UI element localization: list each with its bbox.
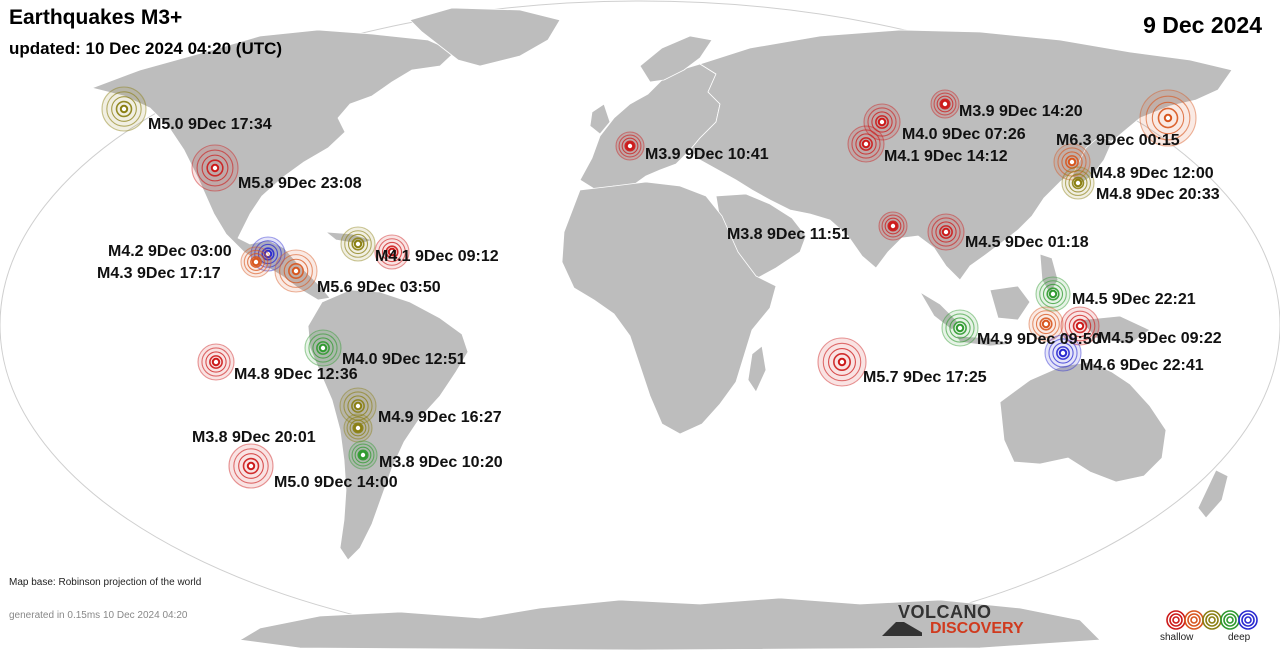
greenland-land <box>409 7 561 67</box>
depth-legend-rings <box>1166 610 1258 630</box>
legend-deep-label: deep <box>1228 632 1251 643</box>
legend-ring <box>1226 616 1234 624</box>
logo-text-volcano: VOLCANO <box>898 602 992 622</box>
quake-marker[interactable] <box>340 226 376 262</box>
quake-marker[interactable] <box>930 89 960 119</box>
quake-label: M5.7 9Dec 17:25 <box>863 369 987 386</box>
quake-label: M4.9 9Dec 09:50 <box>977 331 1101 348</box>
landmasses <box>91 7 1233 650</box>
legend-ring <box>1190 616 1198 624</box>
quake-marker[interactable] <box>343 413 373 443</box>
quake-marker[interactable] <box>197 343 235 381</box>
quake-label: M4.5 9Dec 22:21 <box>1072 291 1196 308</box>
updated-timestamp: updated: 10 Dec 2024 04:20 (UTC) <box>9 39 283 58</box>
quake-marker[interactable] <box>1028 306 1064 342</box>
quake-label: M4.9 9Dec 16:27 <box>378 409 502 426</box>
legend-ring <box>1205 613 1219 627</box>
quake-marker[interactable] <box>348 440 378 470</box>
quake-label: M4.5 9Dec 09:22 <box>1098 330 1222 347</box>
quake-label: M4.8 9Dec 12:36 <box>234 366 358 383</box>
quake-label: M4.8 9Dec 20:33 <box>1096 186 1220 203</box>
legend-ring <box>1172 616 1180 624</box>
quake-marker[interactable] <box>615 131 645 161</box>
earthquake-markers <box>101 86 1197 489</box>
logo-text-discovery: DISCOVERY <box>930 620 1024 637</box>
new-zealand-land <box>1197 469 1229 519</box>
quake-label: M4.0 9Dec 12:51 <box>342 351 466 368</box>
quake-marker[interactable] <box>274 249 318 293</box>
quake-marker[interactable] <box>101 86 147 132</box>
quake-label: M4.1 9Dec 09:12 <box>375 248 499 265</box>
quake-label: M4.3 9Dec 17:17 <box>97 265 221 282</box>
borneo-land <box>989 285 1031 321</box>
asia-land <box>689 29 1233 281</box>
quake-label: M3.8 9Dec 11:51 <box>727 226 850 243</box>
quake-label: M4.5 9Dec 01:18 <box>965 234 1089 251</box>
map-title: Earthquakes M3+ <box>9 6 183 29</box>
quake-marker[interactable] <box>878 211 908 241</box>
quake-label: M3.9 9Dec 10:41 <box>645 146 769 163</box>
quake-marker[interactable] <box>374 234 410 270</box>
legend-ring <box>1244 616 1252 624</box>
volcano-discovery-logo[interactable]: VOLCANO DISCOVERY <box>882 602 1032 642</box>
quake-marker[interactable] <box>228 443 274 489</box>
quake-marker[interactable] <box>817 337 867 387</box>
quake-marker[interactable] <box>191 144 239 192</box>
quake-label: M4.6 9Dec 22:41 <box>1080 357 1204 374</box>
quake-marker[interactable] <box>941 309 979 347</box>
quake-marker[interactable] <box>863 103 901 141</box>
quake-marker[interactable] <box>927 213 965 251</box>
quake-marker[interactable] <box>1044 334 1082 372</box>
quake-marker[interactable] <box>1139 89 1197 147</box>
quake-label: M4.0 9Dec 07:26 <box>902 126 1026 143</box>
quake-label: M3.8 9Dec 20:01 <box>192 429 316 446</box>
volcano-logo-icon <box>882 622 922 636</box>
africa-land <box>561 181 777 435</box>
scandinavia-land <box>639 35 713 83</box>
quake-marker[interactable] <box>847 125 885 163</box>
quake-marker[interactable] <box>1035 276 1071 312</box>
legend-ring <box>1238 610 1258 630</box>
quake-label: M5.8 9Dec 23:08 <box>238 175 362 192</box>
quake-label: M5.0 9Dec 14:00 <box>274 474 398 491</box>
map-base-credit: Map base: Robinson projection of the wor… <box>9 577 202 588</box>
depth-legend: shallow deep <box>1160 604 1270 648</box>
legend-ring <box>1187 613 1201 627</box>
quake-label: M4.8 9Dec 12:00 <box>1090 165 1214 182</box>
quake-label: M5.6 9Dec 03:50 <box>317 279 441 296</box>
quake-marker[interactable] <box>240 246 272 278</box>
quake-label: M3.8 9Dec 10:20 <box>379 454 503 471</box>
quake-label: M4.2 9Dec 03:00 <box>108 243 232 260</box>
legend-shallow-label: shallow <box>1160 632 1194 643</box>
south-america-land <box>307 289 469 561</box>
australia-land <box>999 361 1167 483</box>
legend-ring <box>1169 613 1183 627</box>
generated-note: generated in 0.15ms 10 Dec 2024 04:20 <box>9 610 188 621</box>
uk-land <box>589 103 611 135</box>
legend-ring <box>1241 613 1255 627</box>
quake-label: M6.3 9Dec 00:15 <box>1056 132 1180 149</box>
quake-marker[interactable] <box>339 387 377 425</box>
new-guinea-land <box>1079 315 1151 345</box>
quake-label: M4.1 9Dec 14:12 <box>884 148 1008 165</box>
quake-marker[interactable] <box>1061 166 1095 200</box>
legend-ring <box>1223 613 1237 627</box>
map-date: 9 Dec 2024 <box>1143 12 1262 38</box>
quake-label: M5.0 9Dec 17:34 <box>148 116 272 133</box>
quake-marker[interactable] <box>1060 306 1100 346</box>
madagascar-land <box>747 345 767 393</box>
quake-label: M3.9 9Dec 14:20 <box>959 103 1083 120</box>
quake-marker[interactable] <box>304 329 342 367</box>
legend-ring <box>1208 616 1216 624</box>
